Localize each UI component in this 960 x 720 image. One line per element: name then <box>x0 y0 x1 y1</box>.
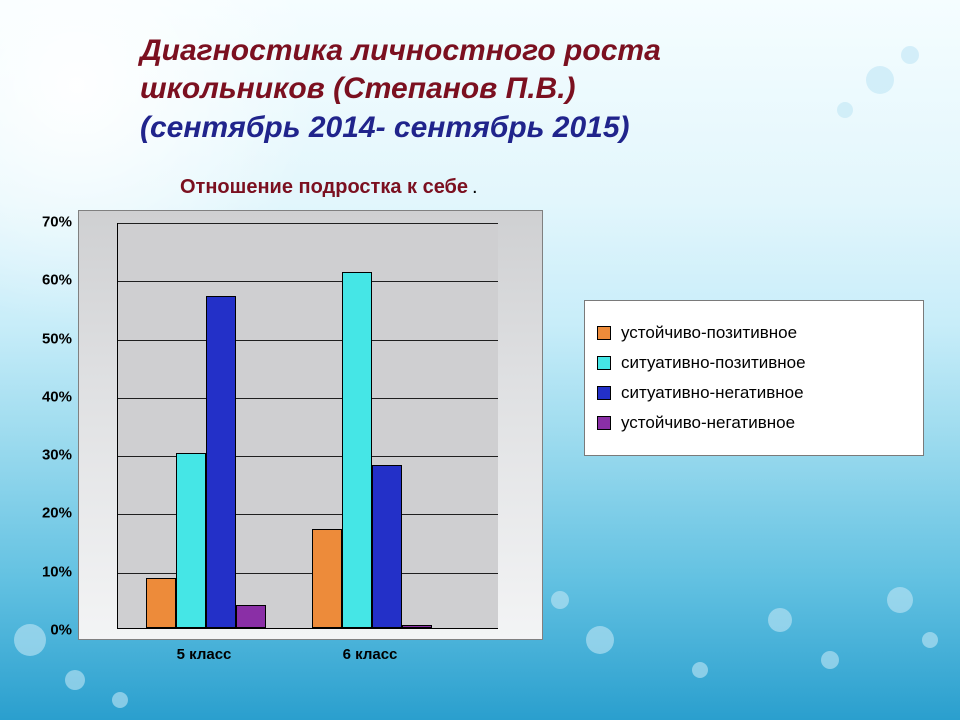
fleck-icon <box>551 591 569 609</box>
bar <box>312 529 342 628</box>
x-tick-label: 5 класс <box>177 646 232 663</box>
fleck-icon <box>112 692 128 708</box>
fleck-icon <box>887 587 913 613</box>
subtitle-dot: . <box>472 176 478 198</box>
y-tick-label: 30% <box>42 447 72 464</box>
fleck-icon <box>586 626 614 654</box>
title-line-1: Диагностика личностного роста <box>140 32 900 70</box>
bar <box>146 578 176 628</box>
fleck-icon <box>821 651 839 669</box>
legend-item: устойчиво-негативное <box>597 413 911 433</box>
y-tick-label: 40% <box>42 388 72 405</box>
legend-label: устойчиво-позитивное <box>621 323 797 343</box>
plot-panel <box>78 210 543 640</box>
legend-label: устойчиво-негативное <box>621 413 795 433</box>
bar <box>402 625 432 628</box>
y-axis: 0% 10% 20% 30% 40% 50% 60% 70% <box>20 210 78 640</box>
fleck-icon <box>692 662 708 678</box>
y-tick-label: 60% <box>42 272 72 289</box>
slide: Диагностика личностного роста школьников… <box>0 0 960 720</box>
bar <box>372 465 402 628</box>
title-line-2: школьников (Степанов П.В.) <box>140 70 900 108</box>
chart-subtitle: Отношение подростка к себе. <box>180 176 478 199</box>
x-axis-labels: 5 класс 6 класс <box>116 646 496 676</box>
grid-line <box>118 281 498 282</box>
title-line-3: (сентябрь 2014- сентябрь 2015) <box>140 109 900 147</box>
y-tick-label: 10% <box>42 563 72 580</box>
bar-chart: 0% 10% 20% 30% 40% 50% 60% 70% 5 класс 6 класс <box>20 210 550 680</box>
bar <box>342 272 372 628</box>
plot-area <box>117 223 498 629</box>
y-tick-label: 50% <box>42 330 72 347</box>
subtitle-text: Отношение подростка к себе <box>180 176 468 198</box>
legend-label: ситуативно-позитивное <box>621 353 806 373</box>
y-tick-label: 70% <box>42 214 72 231</box>
legend: устойчиво-позитивное ситуативно-позитивно… <box>584 300 924 456</box>
grid-line <box>118 223 498 224</box>
legend-swatch-icon <box>597 416 611 430</box>
bar <box>206 296 236 628</box>
fleck-icon <box>922 632 938 648</box>
page-title: Диагностика личностного роста школьников… <box>140 32 900 147</box>
legend-item: ситуативно-позитивное <box>597 353 911 373</box>
legend-item: устойчиво-позитивное <box>597 323 911 343</box>
grid-line <box>118 340 498 341</box>
grid-line <box>118 573 498 574</box>
y-tick-label: 20% <box>42 505 72 522</box>
legend-item: ситуативно-негативное <box>597 383 911 403</box>
grid-line <box>118 514 498 515</box>
fleck-icon <box>768 608 792 632</box>
grid-line <box>118 398 498 399</box>
legend-swatch-icon <box>597 386 611 400</box>
legend-swatch-icon <box>597 326 611 340</box>
y-tick-label: 0% <box>50 622 72 639</box>
grid-line <box>118 456 498 457</box>
legend-swatch-icon <box>597 356 611 370</box>
fleck-icon <box>901 46 919 64</box>
legend-label: ситуативно-негативное <box>621 383 804 403</box>
bar <box>176 453 206 628</box>
x-tick-label: 6 класс <box>343 646 398 663</box>
bar <box>236 605 266 628</box>
